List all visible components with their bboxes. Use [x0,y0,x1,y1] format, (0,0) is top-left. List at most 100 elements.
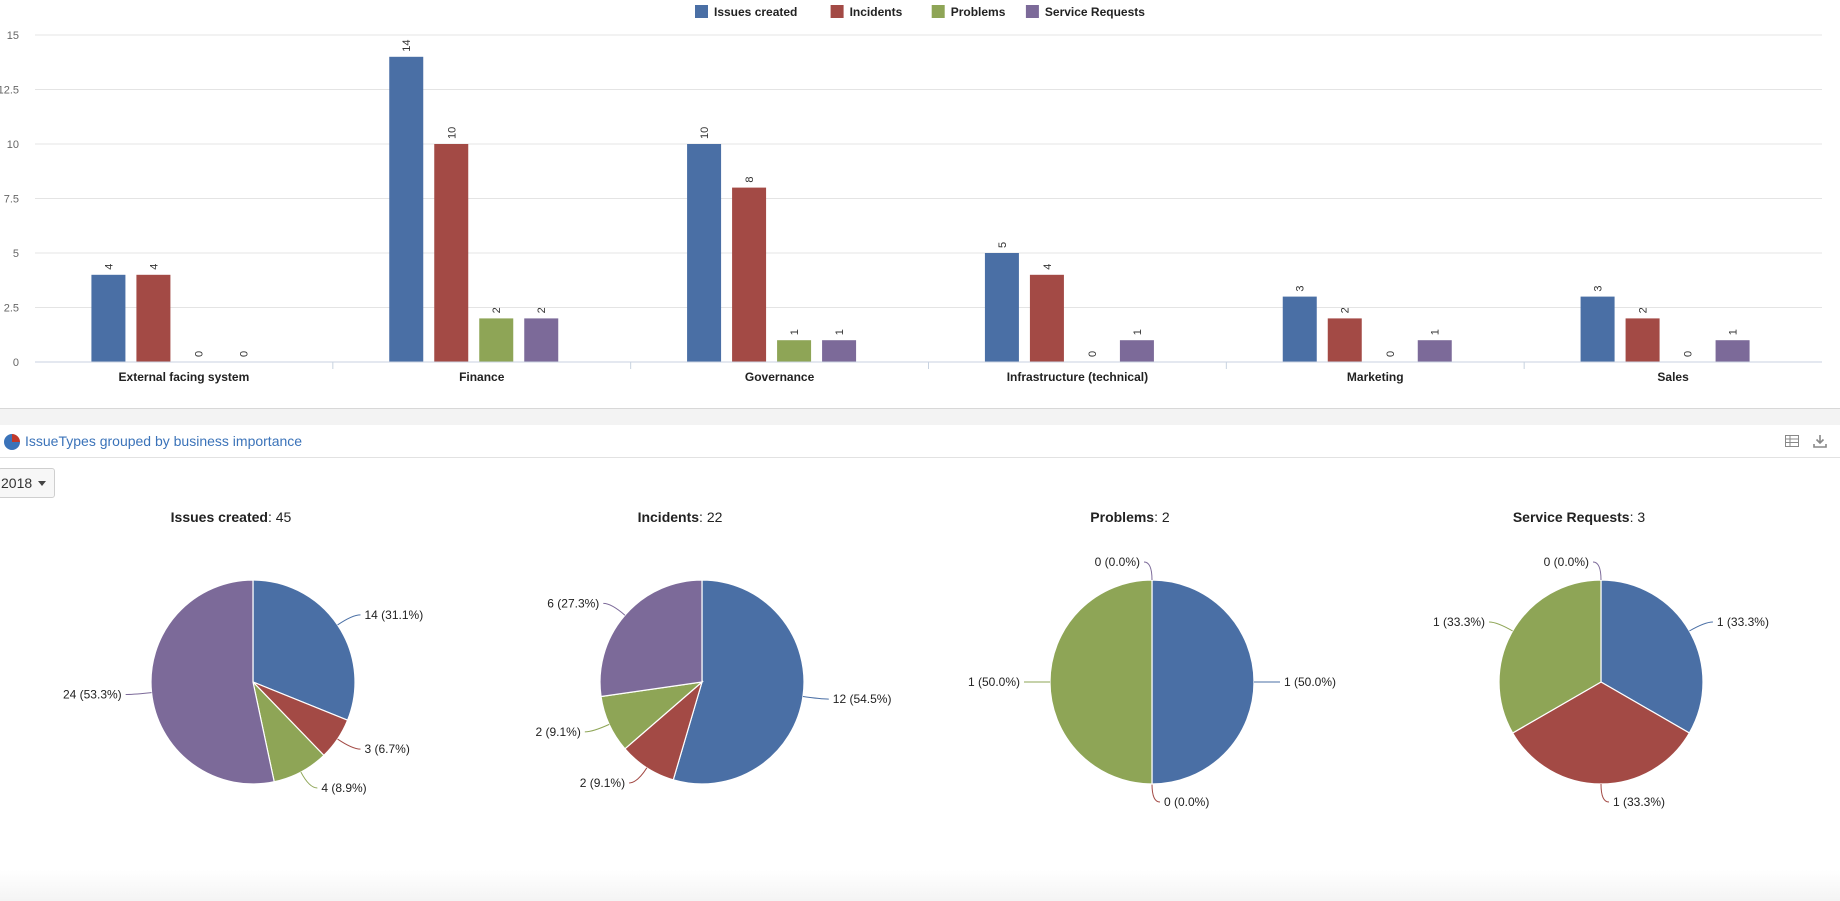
pie-data-label: 0 (0.0%) [1544,555,1589,569]
bar-data-label: 1 [834,329,846,335]
pie-data-label: 12 (54.5%) [833,692,892,706]
pie-charts: Issues created: 45 14 (31.1%) 3 (6.7%) 4 (8… [63,509,1769,889]
pie-data-label: 14 (31.1%) [364,608,423,622]
pie-data-label: 6 (27.3%) [547,596,599,610]
bar[interactable] [732,187,767,362]
y-tick-label: 7.5 [4,194,19,206]
pie-connector [603,602,626,616]
bar[interactable] [984,253,1019,362]
bar[interactable] [389,56,424,363]
pie-connector [1143,561,1153,581]
bar-data-label: 1 [1430,329,1442,335]
pie-data-label: 4 (8.9%) [321,781,366,795]
legend-label: Problems [951,5,1006,19]
bar-data-label: 4 [148,264,160,270]
bar-data-label: 2 [1340,307,1352,313]
pie-chart: Service Requests: 3 1 (33.3%) 1 (33.3%) 1 (… [1433,509,1769,809]
pie-data-label: 3 (6.7%) [364,742,409,756]
pie-title-name: Problems [1090,509,1154,525]
pie-chart: Problems: 2 1 (50.0%) 0 (0.0%) 1 (50.0%) 0 (… [968,509,1336,809]
legend-item[interactable]: Service Requests [1025,5,1145,19]
bar[interactable] [524,318,559,362]
legend-swatch [931,5,945,18]
pie-slice[interactable] [1498,579,1602,734]
bar[interactable] [687,144,722,362]
pie-slice[interactable] [1511,681,1691,785]
x-category-label: Marketing [1347,370,1404,384]
y-tick-label: 2.5 [4,303,19,315]
chevron-down-icon [38,480,47,486]
bar-data-label: 2 [536,307,548,313]
bar-data-label: 2 [1638,307,1650,313]
legend-label: Issues created [714,5,797,19]
bar-data-label: 3 [1295,285,1307,291]
pie-data-label: 1 (33.3%) [1717,615,1769,629]
bar-data-label: 0 [1087,351,1099,357]
bar[interactable] [1625,318,1660,362]
bar-data-label: 5 [997,242,1009,248]
pie-connector [629,767,648,784]
bar[interactable] [1580,296,1615,362]
legend-swatch [1025,5,1039,18]
pie-connector [125,692,152,696]
legend-item[interactable]: Problems [931,5,1006,19]
pie-data-label: 0 (0.0%) [1164,795,1209,809]
x-category-label: Sales [1657,370,1689,384]
bar-data-label: 1 [789,329,801,335]
pie-chart-icon [4,434,20,450]
table-icon[interactable] [1782,432,1802,450]
bottom-fade [0,870,1840,901]
bar[interactable] [1119,340,1154,362]
pie-data-label: 1 (33.3%) [1433,615,1485,629]
legend-swatch [830,5,844,18]
x-category-label: Governance [745,370,815,384]
bar[interactable] [777,340,812,362]
bar-data-label: 0 [238,351,250,357]
pie-slice[interactable] [1600,579,1704,734]
pie-data-label: 1 (33.3%) [1613,795,1665,809]
year-select[interactable]: 2018 [0,468,56,498]
bar-data-label: 10 [446,127,458,139]
panel-title[interactable]: IssueTypes grouped by business importanc… [25,433,303,449]
pie-connector [337,738,361,750]
bar-data-label: 4 [103,264,115,270]
pie-connector [1592,561,1602,581]
bar[interactable] [1282,296,1317,362]
bar[interactable] [434,144,469,362]
bar-data-label: 0 [193,351,205,357]
pie-slice[interactable] [1049,579,1153,785]
pie-total: 45 [276,509,292,525]
x-category-label: External facing system [119,370,250,384]
pie-slice[interactable] [150,579,275,785]
pie-data-label: 24 (53.3%) [63,688,122,702]
pie-connector [1689,621,1713,632]
bar[interactable] [479,318,514,362]
pie-data-label: 2 (9.1%) [580,776,625,790]
bar[interactable] [1327,318,1362,362]
pie-connector [584,723,610,733]
pie-chart: Incidents: 22 12 (54.5%) 2 (9.1%) 2 (9.1%) 6… [535,509,891,790]
pie-slice[interactable] [599,579,703,698]
download-icon[interactable] [1810,432,1830,450]
pie-data-label: 1 (50.0%) [968,675,1020,689]
bar[interactable] [136,274,171,362]
pie-slice[interactable] [1151,579,1255,785]
pie-title-name: Service Requests [1513,509,1630,525]
pie-connector [337,614,361,626]
pie-total: 22 [707,509,723,525]
pie-connector [1600,783,1610,803]
panel-header: IssueTypes grouped by business importanc… [0,425,1840,458]
legend-label: Incidents [850,5,903,19]
bar[interactable] [822,340,857,362]
bar[interactable] [91,274,126,362]
y-tick-label: 10 [7,139,19,151]
legend-item[interactable]: Incidents [830,5,903,19]
legend-item[interactable]: Issues created [695,5,797,19]
x-category-label: Infrastructure (technical) [1007,370,1148,384]
bar[interactable] [1715,340,1750,362]
pie-connector [802,696,829,700]
pie-title: Issues created: 45 [171,509,292,525]
bar[interactable] [1417,340,1452,362]
bar[interactable] [1029,274,1064,362]
pie-title: Problems: 2 [1090,509,1170,525]
